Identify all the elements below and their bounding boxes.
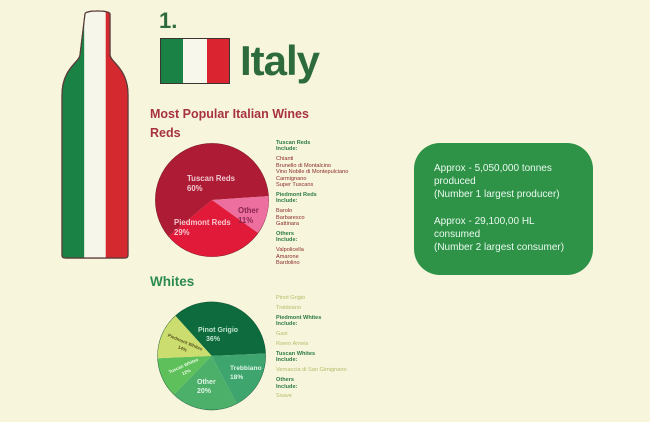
svg-text:29%: 29% (174, 228, 190, 237)
svg-text:36%: 36% (206, 336, 221, 343)
svg-text:60%: 60% (187, 184, 203, 193)
svg-text:Pinot Grigio: Pinot Grigio (198, 327, 238, 334)
svg-text:11%: 11% (238, 216, 253, 225)
svg-text:Other: Other (238, 206, 259, 215)
svg-text:Tuscan Reds: Tuscan Reds (187, 174, 236, 183)
svg-text:Other: Other (197, 379, 216, 386)
svg-text:20%: 20% (197, 388, 212, 395)
svg-text:Trebbiano: Trebbiano (230, 365, 262, 372)
svg-text:18%: 18% (230, 374, 243, 381)
svg-text:Piedmont Reds: Piedmont Reds (174, 218, 231, 227)
